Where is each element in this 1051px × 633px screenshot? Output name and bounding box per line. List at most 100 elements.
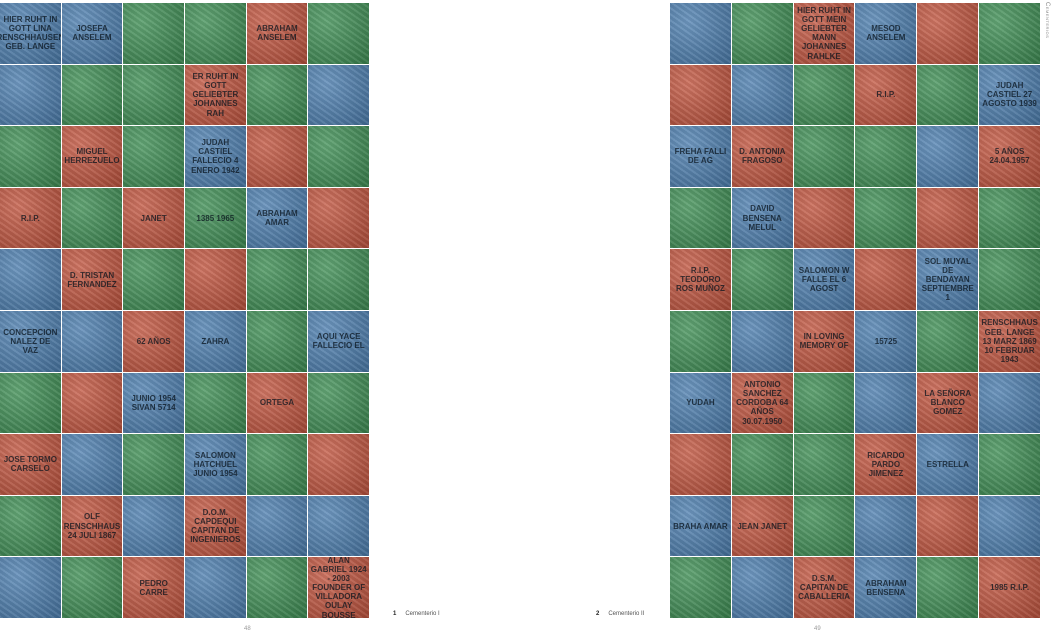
- inscription-text: Concepcion Nalez de Vaz: [3, 327, 58, 355]
- gravestone-photo-tile: Freha Falli de Ag: [670, 126, 731, 187]
- gravestone-photo-tile: Concepcion Nalez de Vaz: [0, 310, 61, 372]
- inscription-text: D. Antonia Fragoso: [739, 147, 786, 166]
- caption-number: 1: [393, 611, 397, 617]
- gravestone-photo-tile: [917, 126, 979, 187]
- photo-grid-left: Hier ruht in Gott Lina Renschhausen geb.…: [0, 3, 369, 618]
- inscription-text: Abraham Bensena: [865, 578, 907, 597]
- inscription-text: Jose Tormo Carselo: [3, 455, 57, 474]
- gravestone-photo-tile: [246, 126, 308, 187]
- gravestone-photo-tile: [979, 372, 1040, 434]
- inscription-text: Alan Gabriel 1924 - 2003 Founder of Vill…: [310, 557, 367, 618]
- gravestone-photo-tile: La Señora Blanco Gomez: [917, 372, 979, 434]
- gravestone-photo-tile: R.I.P.: [0, 187, 61, 249]
- inscription-text: Ortega: [259, 398, 295, 408]
- inscription-text: 15725: [874, 336, 898, 346]
- gravestone-photo-tile: [979, 434, 1040, 495]
- inscription-text: La Señora Blanco Gomez: [924, 389, 972, 417]
- inscription-text: Janet: [140, 213, 167, 223]
- gravestone-photo-tile: [793, 434, 855, 495]
- gravestone-photo-tile: [731, 434, 793, 495]
- gravestone-photo-tile: [0, 557, 61, 618]
- inscription-text: R.I.P. Teodoro Ros Muñoz: [675, 265, 725, 294]
- inscription-text: 1985 R.I.P.: [990, 583, 1030, 593]
- gravestone-photo-tile: [670, 64, 731, 126]
- gravestone-photo-tile: 1985 R.I.P.: [979, 557, 1040, 618]
- inscription-text: Pedro Carre: [139, 578, 168, 597]
- gravestone-photo-tile: Alan Gabriel 1924 - 2003 Founder of Vill…: [308, 557, 369, 618]
- gravestone-photo-tile: [917, 310, 979, 372]
- inscription-text: Hier ruht in Gott Mein geliebter Mann Jo…: [797, 5, 851, 61]
- gravestone-photo-tile: [731, 249, 793, 310]
- gravestone-photo-tile: [855, 126, 917, 187]
- gravestone-photo-tile: [123, 249, 184, 310]
- gravestone-photo-tile: [246, 495, 308, 557]
- gravestone-photo-tile: Renschhaus geb. Lange 13 Marz 1869 10 Fe…: [979, 310, 1040, 372]
- caption-text: Cementerio I: [405, 611, 440, 617]
- inscription-text: In Loving Memory of: [799, 332, 849, 351]
- gravestone-photo-tile: [308, 64, 369, 126]
- gravestone-photo-tile: Judah Castiel Fallecio 4 Enero 1942: [185, 126, 246, 187]
- inscription-text: 1385 1965: [196, 213, 235, 223]
- gravestone-photo-tile: [917, 3, 979, 64]
- gravestone-photo-tile: [793, 126, 855, 187]
- gravestone-photo-tile: [123, 495, 184, 557]
- gravestone-photo-tile: [123, 126, 184, 187]
- gravestone-photo-tile: [979, 3, 1040, 64]
- gravestone-photo-tile: [0, 372, 61, 434]
- gravestone-photo-tile: [670, 3, 731, 64]
- gravestone-photo-tile: [308, 372, 369, 434]
- gravestone-photo-tile: 62 Años: [123, 310, 184, 372]
- gravestone-photo-tile: Jose Tormo Carselo: [0, 434, 61, 495]
- gravestone-photo-tile: [979, 249, 1040, 310]
- inscription-text: Ricardo Pardo Jimenez: [867, 450, 905, 479]
- gravestone-photo-tile: Er ruht in Gott Geliebter Johannes Rah: [185, 64, 246, 126]
- gravestone-photo-tile: [0, 126, 61, 187]
- gravestone-photo-tile: [855, 372, 917, 434]
- gravestone-photo-tile: [246, 434, 308, 495]
- gravestone-photo-tile: [917, 557, 979, 618]
- inscription-text: Miguel Herrezuelo: [64, 147, 120, 166]
- inscription-text: Junio 1954 Sivan 5714: [131, 393, 176, 412]
- gravestone-photo-tile: [670, 557, 731, 618]
- gravestone-photo-tile: [0, 249, 61, 310]
- gravestone-photo-tile: Ortega: [246, 372, 308, 434]
- inscription-text: R.I.P.: [20, 213, 40, 223]
- inscription-text: Aqui yace Fallecio el: [312, 332, 365, 351]
- gravestone-photo-tile: D. Antonia Fragoso: [731, 126, 793, 187]
- gravestone-photo-tile: [123, 3, 184, 64]
- gravestone-photo-tile: [123, 64, 184, 126]
- inscription-text: Er ruht in Gott Geliebter Johannes Rah: [192, 71, 239, 118]
- caption-2: 2 Cementerio II: [596, 611, 644, 617]
- inscription-text: Braha Amar: [673, 521, 728, 531]
- inscription-text: Mesod Anselem: [866, 24, 906, 43]
- gravestone-photo-tile: In Loving Memory of: [793, 310, 855, 372]
- gravestone-photo-tile: [308, 249, 369, 310]
- inscription-text: Jean Janet: [737, 521, 788, 531]
- gravestone-photo-tile: Yudah: [670, 372, 731, 434]
- gravestone-photo-tile: [0, 64, 61, 126]
- gravestone-photo-tile: [61, 434, 123, 495]
- inscription-text: Abraham Amar: [256, 208, 298, 228]
- gravestone-photo-tile: [246, 557, 308, 618]
- page-number-left: 48: [244, 626, 251, 632]
- gravestone-photo-tile: D. Tristan Fernandez: [61, 249, 123, 310]
- gravestone-photo-tile: [670, 310, 731, 372]
- inscription-text: Antonio Sanchez Cordoba 64 Años 30.07.19…: [736, 379, 789, 426]
- gravestone-photo-tile: Hier ruht in Gott Mein geliebter Mann Jo…: [793, 3, 855, 64]
- gravestone-photo-tile: [979, 187, 1040, 249]
- gravestone-photo-tile: [0, 495, 61, 557]
- gravestone-photo-tile: [855, 249, 917, 310]
- inscription-text: D.O.M. Capdequi Capitan de Ingenieros: [190, 507, 241, 545]
- gravestone-photo-tile: [246, 64, 308, 126]
- gravestone-photo-tile: 15725: [855, 310, 917, 372]
- gravestone-photo-tile: Ricardo Pardo Jimenez: [855, 434, 917, 495]
- gravestone-photo-tile: 5 Años 24.04.1957: [979, 126, 1040, 187]
- gravestone-photo-tile: Sol Muyal de Bendayan Septiembre 1: [917, 249, 979, 310]
- gravestone-photo-tile: [670, 434, 731, 495]
- gravestone-photo-tile: Janet: [123, 187, 184, 249]
- inscription-text: 62 Años: [136, 336, 171, 346]
- inscription-text: Sol Muyal de Bendayan Septiembre 1: [921, 256, 974, 303]
- inscription-text: David Bensena Melul: [742, 204, 782, 232]
- caption-number: 2: [596, 611, 600, 617]
- gravestone-photo-tile: [793, 495, 855, 557]
